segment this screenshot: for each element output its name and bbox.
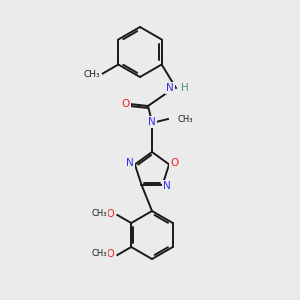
Text: H: H (181, 83, 189, 93)
Text: O: O (107, 209, 114, 219)
Text: N: N (163, 181, 170, 190)
Text: N: N (148, 117, 156, 127)
Text: O: O (107, 249, 114, 259)
Text: O: O (170, 158, 178, 168)
Text: CH₃: CH₃ (177, 115, 193, 124)
Text: CH₃: CH₃ (92, 250, 107, 259)
Text: N: N (166, 83, 174, 93)
Text: CH₃: CH₃ (92, 209, 107, 218)
Text: N: N (126, 158, 134, 168)
Text: CH₃: CH₃ (83, 70, 100, 79)
Text: O: O (122, 99, 130, 109)
